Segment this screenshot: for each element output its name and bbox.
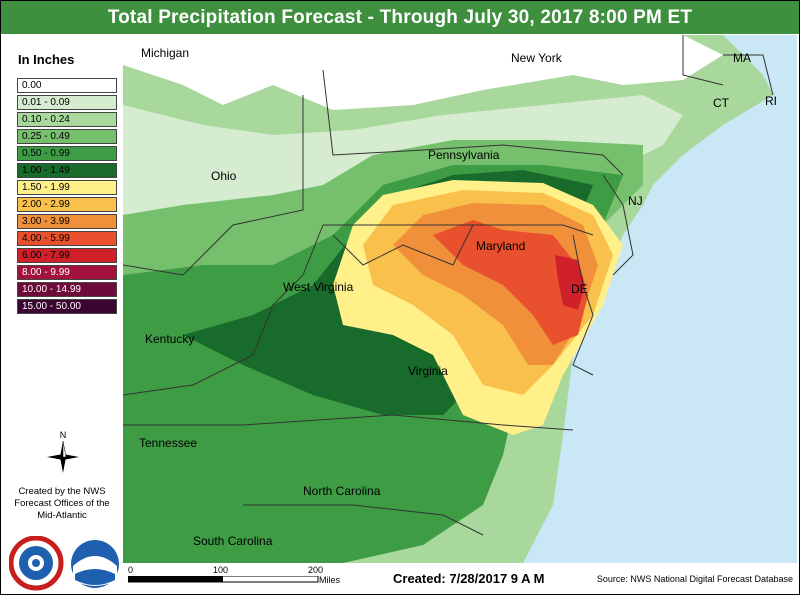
legend-label: 0.10 - 0.24 <box>22 114 70 125</box>
legend-label: 15.00 - 50.00 <box>22 301 81 312</box>
legend-label: 0.25 - 0.49 <box>22 131 70 142</box>
noaa-logo <box>71 540 119 588</box>
credit-line: Forecast Offices of the <box>14 498 110 509</box>
map-label: CT <box>713 96 730 110</box>
legend-row: 3.00 - 3.99 <box>17 214 117 229</box>
legend-label: 1.00 - 1.49 <box>22 165 70 176</box>
nws-logo <box>9 536 64 591</box>
legend-row: 10.00 - 14.99 <box>17 282 117 297</box>
data-source: Source: NWS National Digital Forecast Da… <box>596 574 793 584</box>
state-borders <box>123 35 774 536</box>
credit-line: Created by the NWS <box>18 486 106 497</box>
legend-swatch: 0.25 - 0.49 <box>17 129 117 144</box>
scale-unit: Miles <box>319 575 341 585</box>
map-label: South Carolina <box>193 534 273 548</box>
legend-swatch: 1.00 - 1.49 <box>17 163 117 178</box>
map-label: NJ <box>628 194 643 208</box>
legend-swatch: 15.00 - 50.00 <box>17 299 117 314</box>
legend-label: 2.00 - 2.99 <box>22 199 70 210</box>
legend-label: 4.00 - 5.99 <box>22 233 70 244</box>
legend-swatch: 0.01 - 0.09 <box>17 95 117 110</box>
credit-text: Created by the NWS Forecast Offices of t… <box>3 486 121 522</box>
map-footer: 0 100 200 Miles Created: 7/28/2017 9 A M… <box>123 563 799 594</box>
agency-logos <box>9 536 119 591</box>
map-label: Michigan <box>141 46 189 60</box>
precip-map: Michigan New York MA CT RI Ohio Pennsylv… <box>123 35 797 563</box>
precip-legend: In Inches 0.00 0.01 - 0.09 0.10 - 0.24 0… <box>3 36 123 556</box>
map-label: New York <box>511 51 563 65</box>
legend-swatch: 0.50 - 0.99 <box>17 146 117 161</box>
legend-swatch: 2.00 - 2.99 <box>17 197 117 212</box>
scale-tick: 200 <box>308 565 324 575</box>
legend-label: 0.50 - 0.99 <box>22 148 70 159</box>
north-label: N <box>60 430 67 440</box>
legend-title: In Inches <box>18 52 75 67</box>
title-bar: Total Precipitation Forecast - Through J… <box>1 1 799 34</box>
map-labels: Michigan New York MA CT RI Ohio Pennsylv… <box>139 46 777 548</box>
legend-row: 2.00 - 2.99 <box>17 197 117 212</box>
legend-row: 0.00 <box>17 78 117 93</box>
legend-swatch: 0.10 - 0.24 <box>17 112 117 127</box>
legend-swatch: 4.00 - 5.99 <box>17 231 117 246</box>
legend-row: 1.00 - 1.49 <box>17 163 117 178</box>
scale-tick: 100 <box>213 565 229 575</box>
legend-row: 15.00 - 50.00 <box>17 299 117 314</box>
legend-row: 6.00 - 7.99 <box>17 248 117 263</box>
north-arrow-icon: N <box>47 430 79 473</box>
legend-swatch: 6.00 - 7.99 <box>17 248 117 263</box>
legend-label: 1.50 - 1.99 <box>22 182 70 193</box>
scale-tick: 0 <box>128 565 134 575</box>
legend-label: 8.00 - 9.99 <box>22 267 70 278</box>
map-label: Kentucky <box>145 332 194 346</box>
legend-swatch: 0.00 <box>17 78 117 93</box>
legend-row: 1.50 - 1.99 <box>17 180 117 195</box>
legend-swatch: 1.50 - 1.99 <box>17 180 117 195</box>
legend-label: 3.00 - 3.99 <box>22 216 70 227</box>
map-label: Ohio <box>211 169 237 183</box>
map-label: RI <box>765 94 777 108</box>
legend-swatch: 10.00 - 14.99 <box>17 282 117 297</box>
legend-row: 0.25 - 0.49 <box>17 129 117 144</box>
legend-row: 8.00 - 9.99 <box>17 265 117 280</box>
map-label: Tennessee <box>139 436 197 450</box>
precip-zone-400-600 <box>433 220 588 345</box>
map-label: DE <box>571 282 588 296</box>
precip-white-north <box>123 35 723 110</box>
legend-swatch: 3.00 - 3.99 <box>17 214 117 229</box>
map-label: Maryland <box>476 239 525 253</box>
map-label: Pennsylvania <box>428 148 500 162</box>
legend-label: 0.01 - 0.09 <box>22 97 70 108</box>
legend-label: 10.00 - 14.99 <box>22 284 81 295</box>
legend-label: 0.00 <box>22 80 42 91</box>
legend-row: 0.01 - 0.09 <box>17 95 117 110</box>
map-title: Total Precipitation Forecast - Through J… <box>107 6 693 28</box>
legend-swatch: 8.00 - 9.99 <box>17 265 117 280</box>
map-label: Virginia <box>408 364 448 378</box>
precip-zone-600-800 <box>555 255 585 310</box>
scale-bar <box>128 576 319 583</box>
map-label: MA <box>733 51 751 65</box>
map-canvas: Michigan New York MA CT RI Ohio Pennsylv… <box>123 35 797 563</box>
legend-row: 0.10 - 0.24 <box>17 112 117 127</box>
credit-line: Mid-Atlantic <box>37 510 87 521</box>
legend-row: 0.50 - 0.99 <box>17 146 117 161</box>
legend-row: 4.00 - 5.99 <box>17 231 117 246</box>
created-date: Created: 7/28/2017 9 A M <box>393 571 545 586</box>
map-label: West Virginia <box>283 280 354 294</box>
legend-label: 6.00 - 7.99 <box>22 250 70 261</box>
map-label: North Carolina <box>303 484 381 498</box>
